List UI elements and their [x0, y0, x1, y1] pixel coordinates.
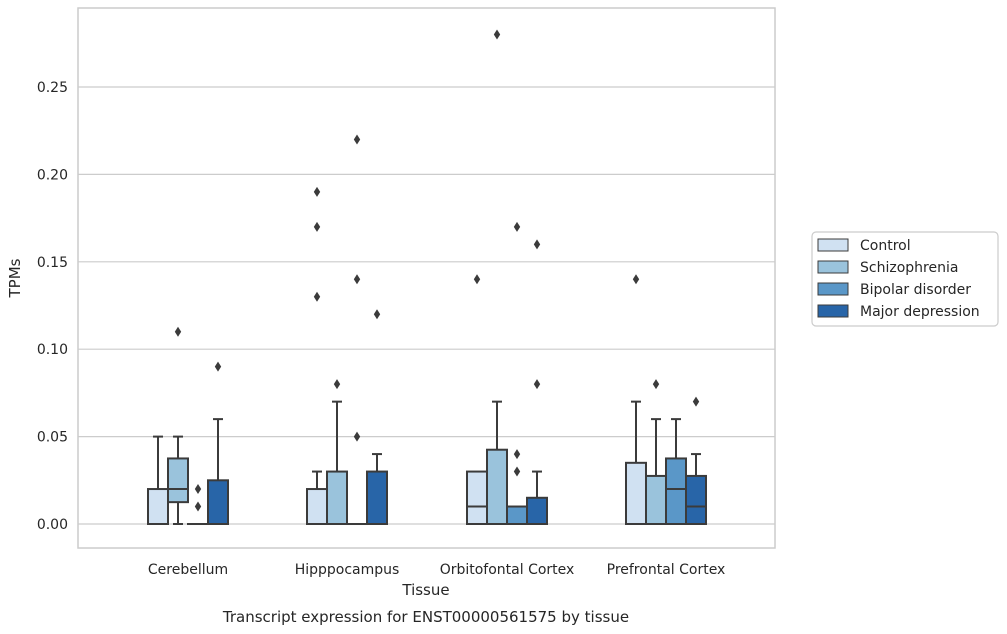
box-iqr [625, 461, 647, 526]
outlier-point [353, 431, 361, 442]
box-layer [147, 29, 707, 526]
outlier-point [333, 379, 341, 390]
outlier-point [632, 274, 640, 285]
box-schizophrenia [645, 379, 667, 525]
box-iqr [466, 470, 488, 525]
outlier-point [313, 186, 321, 197]
outlier-point [313, 221, 321, 232]
outlier-point [513, 221, 521, 232]
outlier-point [174, 326, 182, 337]
outlier-point [513, 449, 521, 460]
box-iqr [366, 470, 388, 525]
y-tick-label: 0.00 [37, 517, 68, 533]
outlier-point [194, 484, 202, 495]
box-iqr [665, 457, 687, 526]
box-iqr [526, 496, 548, 525]
outlier-point [533, 379, 541, 390]
box-bipolar-disorder [506, 221, 528, 525]
y-tick-label: 0.20 [37, 167, 68, 183]
box-control [625, 274, 647, 526]
box-control [466, 274, 488, 525]
box-major-depression [207, 361, 229, 525]
outlier-point [353, 134, 361, 145]
box-bipolar-disorder [346, 134, 368, 526]
x-tick-label: Hipppocampus [295, 562, 400, 578]
legend-swatch [817, 304, 849, 318]
legend-label: Major depression [860, 304, 980, 320]
outlier-point [533, 239, 541, 250]
outlier-point [692, 396, 700, 407]
y-tick-label: 0.05 [37, 430, 68, 446]
box-schizophrenia [486, 29, 508, 525]
box-major-depression [366, 309, 388, 525]
box-bipolar-disorder [665, 418, 687, 526]
y-tick-label: 0.25 [37, 80, 68, 96]
x-tick-label: Cerebellum [148, 562, 228, 578]
box-control [147, 435, 169, 526]
x-tick-label: Prefrontal Cortex [607, 562, 726, 578]
legend-frame [811, 231, 999, 327]
box-major-depression [685, 396, 707, 525]
box-iqr [506, 505, 528, 525]
outlier-point [194, 501, 202, 512]
box-iqr [306, 488, 328, 526]
outlier-point [373, 309, 381, 320]
box-schizophrenia [326, 379, 348, 525]
x-axis-title: Tissue [401, 581, 449, 599]
y-axis-title: TPMs [6, 258, 24, 298]
legend-label: Bipolar disorder [860, 282, 971, 298]
outlier-point [214, 361, 222, 372]
outlier-point [493, 29, 501, 40]
box-iqr [685, 474, 707, 525]
legend-label: Control [860, 238, 911, 254]
y-tick-label: 0.15 [37, 255, 68, 271]
legend-swatch [817, 238, 849, 252]
legend-label: Schizophrenia [860, 260, 958, 276]
outlier-point [353, 274, 361, 285]
box-schizophrenia [167, 326, 189, 525]
outlier-point [652, 379, 660, 390]
chart-caption: Transcript expression for ENST0000056157… [222, 608, 629, 626]
legend-swatch [817, 260, 849, 274]
legend: Control Schizophrenia Bipolar disorder Majo… [811, 231, 999, 327]
outlier-point [473, 274, 481, 285]
box-iqr [207, 479, 229, 525]
box-control [306, 186, 328, 526]
legend-swatch [817, 282, 849, 296]
box-iqr [147, 488, 169, 526]
box-bipolar-disorder [187, 484, 209, 526]
plot-frame [77, 7, 776, 549]
x-tick-label: Orbitofontal Cortex [440, 562, 575, 578]
outlier-point [513, 466, 521, 477]
outlier-point [313, 291, 321, 302]
box-iqr [645, 474, 667, 525]
box-iqr [486, 448, 508, 525]
y-tick-label: 0.10 [37, 342, 68, 358]
box-iqr [167, 457, 189, 504]
box-major-depression [526, 239, 548, 525]
axes: 0.00 0.05 0.10 0.15 0.20 0.25 Cerebellum Hipppo… [37, 7, 776, 578]
box-iqr [326, 470, 348, 525]
